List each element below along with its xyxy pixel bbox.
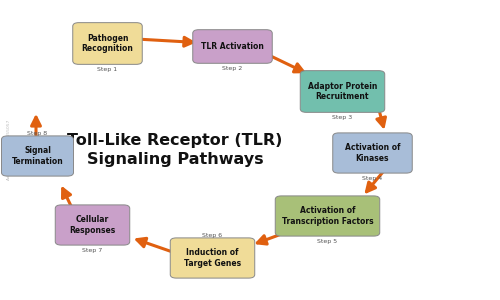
Text: Step 3: Step 3 — [332, 116, 352, 120]
FancyBboxPatch shape — [333, 133, 412, 173]
Text: Step 5: Step 5 — [318, 239, 338, 244]
Text: Signal
Termination: Signal Termination — [12, 146, 64, 166]
Text: Activation of
Transcription Factors: Activation of Transcription Factors — [282, 206, 374, 226]
Text: Cellular
Responses: Cellular Responses — [70, 215, 116, 235]
Text: Toll-Like Receptor (TLR)
Signaling Pathways: Toll-Like Receptor (TLR) Signaling Pathw… — [68, 133, 282, 167]
FancyBboxPatch shape — [2, 136, 74, 176]
FancyBboxPatch shape — [193, 30, 272, 63]
FancyBboxPatch shape — [170, 238, 254, 278]
Text: Pathogen
Recognition: Pathogen Recognition — [82, 34, 134, 53]
Text: Step 6: Step 6 — [202, 233, 222, 238]
Text: Step 8: Step 8 — [28, 131, 48, 136]
Text: Adaptor Protein
Recruitment: Adaptor Protein Recruitment — [308, 82, 377, 101]
FancyBboxPatch shape — [300, 70, 385, 112]
FancyBboxPatch shape — [275, 196, 380, 236]
FancyBboxPatch shape — [73, 22, 142, 64]
Text: Step 2: Step 2 — [222, 66, 242, 71]
Text: Induction of
Target Genes: Induction of Target Genes — [184, 248, 241, 268]
Text: TLR Activation: TLR Activation — [201, 42, 264, 51]
Text: Step 1: Step 1 — [98, 68, 117, 72]
FancyBboxPatch shape — [55, 205, 130, 245]
Text: Adobe Stock | #890555057: Adobe Stock | #890555057 — [6, 120, 10, 180]
Text: Activation of
Kinases: Activation of Kinases — [345, 143, 400, 163]
Text: Step 4: Step 4 — [362, 176, 382, 181]
Text: Step 7: Step 7 — [82, 248, 102, 253]
